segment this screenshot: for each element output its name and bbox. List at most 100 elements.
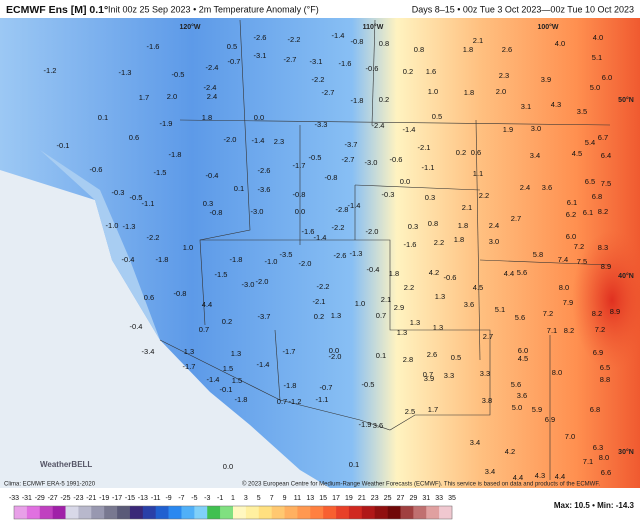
anomaly-value: 6.7 [598, 133, 608, 142]
anomaly-value: 0.5 [227, 42, 237, 51]
anomaly-value: 1.5 [232, 376, 242, 385]
colorbar-bin [336, 506, 350, 519]
anomaly-value: 8.0 [559, 283, 569, 292]
anomaly-value: -3.7 [258, 312, 271, 321]
anomaly-value: 7.2 [595, 325, 605, 334]
colorbar-tick-label: -27 [48, 495, 58, 502]
anomaly-value: 0.2 [314, 312, 324, 321]
anomaly-value: 5.0 [512, 403, 522, 412]
anomaly-value: -1.5 [215, 270, 228, 279]
anomaly-value: 1.7 [139, 93, 149, 102]
anomaly-value: -2.8 [336, 205, 349, 214]
anomaly-value: -0.4 [206, 171, 219, 180]
anomaly-value: -2.4 [204, 83, 217, 92]
anomaly-value: 6.0 [602, 73, 612, 82]
anomaly-value: 2.5 [405, 407, 415, 416]
anomaly-value: 5.1 [495, 305, 505, 314]
anomaly-value: -0.5 [172, 70, 185, 79]
anomaly-value: -1.1 [142, 199, 155, 208]
anomaly-value: 0.1 [349, 460, 359, 469]
anomaly-value: 1.3 [435, 292, 445, 301]
anomaly-value: -3.1 [254, 51, 267, 60]
anomaly-value: 5.4 [585, 138, 595, 147]
anomaly-value: 7.1 [583, 457, 593, 466]
anomaly-value: -1.8 [235, 395, 248, 404]
anomaly-value: 3.6 [373, 421, 383, 430]
colorbar-tick-label: -19 [99, 495, 109, 502]
anomaly-value: -0.5 [309, 153, 322, 162]
colorbar-tick-label: 31 [422, 495, 430, 502]
anomaly-value: -0.7 [320, 383, 333, 392]
anomaly-value: -1.7 [283, 347, 296, 356]
anomaly-value: 6.1 [583, 208, 593, 217]
anomaly-value: 0.2 [456, 148, 466, 157]
colorbar-tick-label: -17 [112, 495, 122, 502]
anomaly-value: -0.6 [366, 64, 379, 73]
colorbar-tick-label: -31 [22, 495, 32, 502]
anomaly-value: 4.2 [429, 268, 439, 277]
colorbar-tick-label: 29 [409, 495, 417, 502]
anomaly-value: 4.0 [593, 33, 603, 42]
anomaly-value: 4.4 [555, 472, 565, 481]
anomaly-value: 8.0 [552, 368, 562, 377]
colorbar-tick-label: 1 [231, 495, 235, 502]
anomaly-value: 2.4 [207, 92, 217, 101]
anomaly-value: -1.6 [339, 59, 352, 68]
anomaly-value: 1.3 [410, 318, 420, 327]
anomaly-value: 6.8 [590, 405, 600, 414]
colorbar-tick-label: 17 [332, 495, 340, 502]
anomaly-value: -0.8 [210, 208, 223, 217]
anomaly-value: -1.4 [252, 136, 265, 145]
colorbar-tick-label: 19 [345, 495, 353, 502]
anomaly-value: -1.1 [422, 163, 435, 172]
anomaly-value: 0.3 [425, 193, 435, 202]
anomaly-value: -1.8 [169, 150, 182, 159]
anomaly-value: -1.9 [160, 119, 173, 128]
map-labels: 120°W 110°W 100°W 50°N 40°N 30°N -1.6 0.5 -2.6 -2… [44, 23, 634, 482]
colorbar-tick-label: 7 [270, 495, 274, 502]
colorbar-tick-label: -9 [165, 495, 171, 502]
anomaly-value: 1.8 [458, 221, 468, 230]
anomaly-value: 5.1 [592, 53, 602, 62]
anomaly-value: 2.0 [167, 92, 177, 101]
anomaly-value: 0.0 [329, 346, 339, 355]
anomaly-value: 4.4 [202, 300, 212, 309]
anomaly-value: -1.7 [293, 161, 306, 170]
anomaly-value: 0.8 [428, 219, 438, 228]
logo: WeatherBELL [40, 460, 92, 469]
model-title: ECMWF Ens [M] 0.1° [6, 4, 108, 16]
borders [159, 19, 611, 480]
anomaly-value: 8.3 [598, 243, 608, 252]
anomaly-value: 0.7 [376, 311, 386, 320]
anomaly-value: 0.0 [295, 207, 305, 216]
anomaly-value: 2.2 [479, 191, 489, 200]
anomaly-value: -0.8 [293, 190, 306, 199]
colorbar-bin [142, 506, 157, 519]
anomaly-value: 3.6 [517, 391, 527, 400]
anomaly-value: -2.2 [332, 223, 345, 232]
anomaly-value: -0.5 [130, 193, 143, 202]
anomaly-value: 7.2 [543, 309, 553, 318]
anomaly-value: 6.1 [567, 198, 577, 207]
anomaly-value: 5.6 [517, 268, 527, 277]
colorbar-bin [426, 506, 440, 519]
colorbar-bin [78, 506, 92, 519]
colorbar-bin [413, 506, 427, 519]
geo-label: 100°W [537, 23, 558, 31]
anomaly-value: -1.3 [350, 249, 363, 258]
anomaly-value: 5.8 [533, 250, 543, 259]
anomaly-value: -1.2 [289, 397, 302, 406]
colorbar-bin [39, 506, 53, 519]
colorbar-bin [207, 506, 221, 519]
anomaly-value: 0.8 [379, 39, 389, 48]
anomaly-value: 3.4 [470, 438, 480, 447]
anomaly-value: 0.0 [223, 462, 233, 471]
colorbar-tick-label: -23 [73, 495, 83, 502]
anomaly-value: 6.3 [593, 443, 603, 452]
anomaly-value: -2.4 [372, 121, 385, 130]
anomaly-value: 7.5 [601, 179, 611, 188]
anomaly-value: 2.4 [489, 221, 499, 230]
anomaly-value: 0.0 [400, 177, 410, 186]
anomaly-value: 5.0 [590, 83, 600, 92]
anomaly-value: 1.6 [426, 67, 436, 76]
